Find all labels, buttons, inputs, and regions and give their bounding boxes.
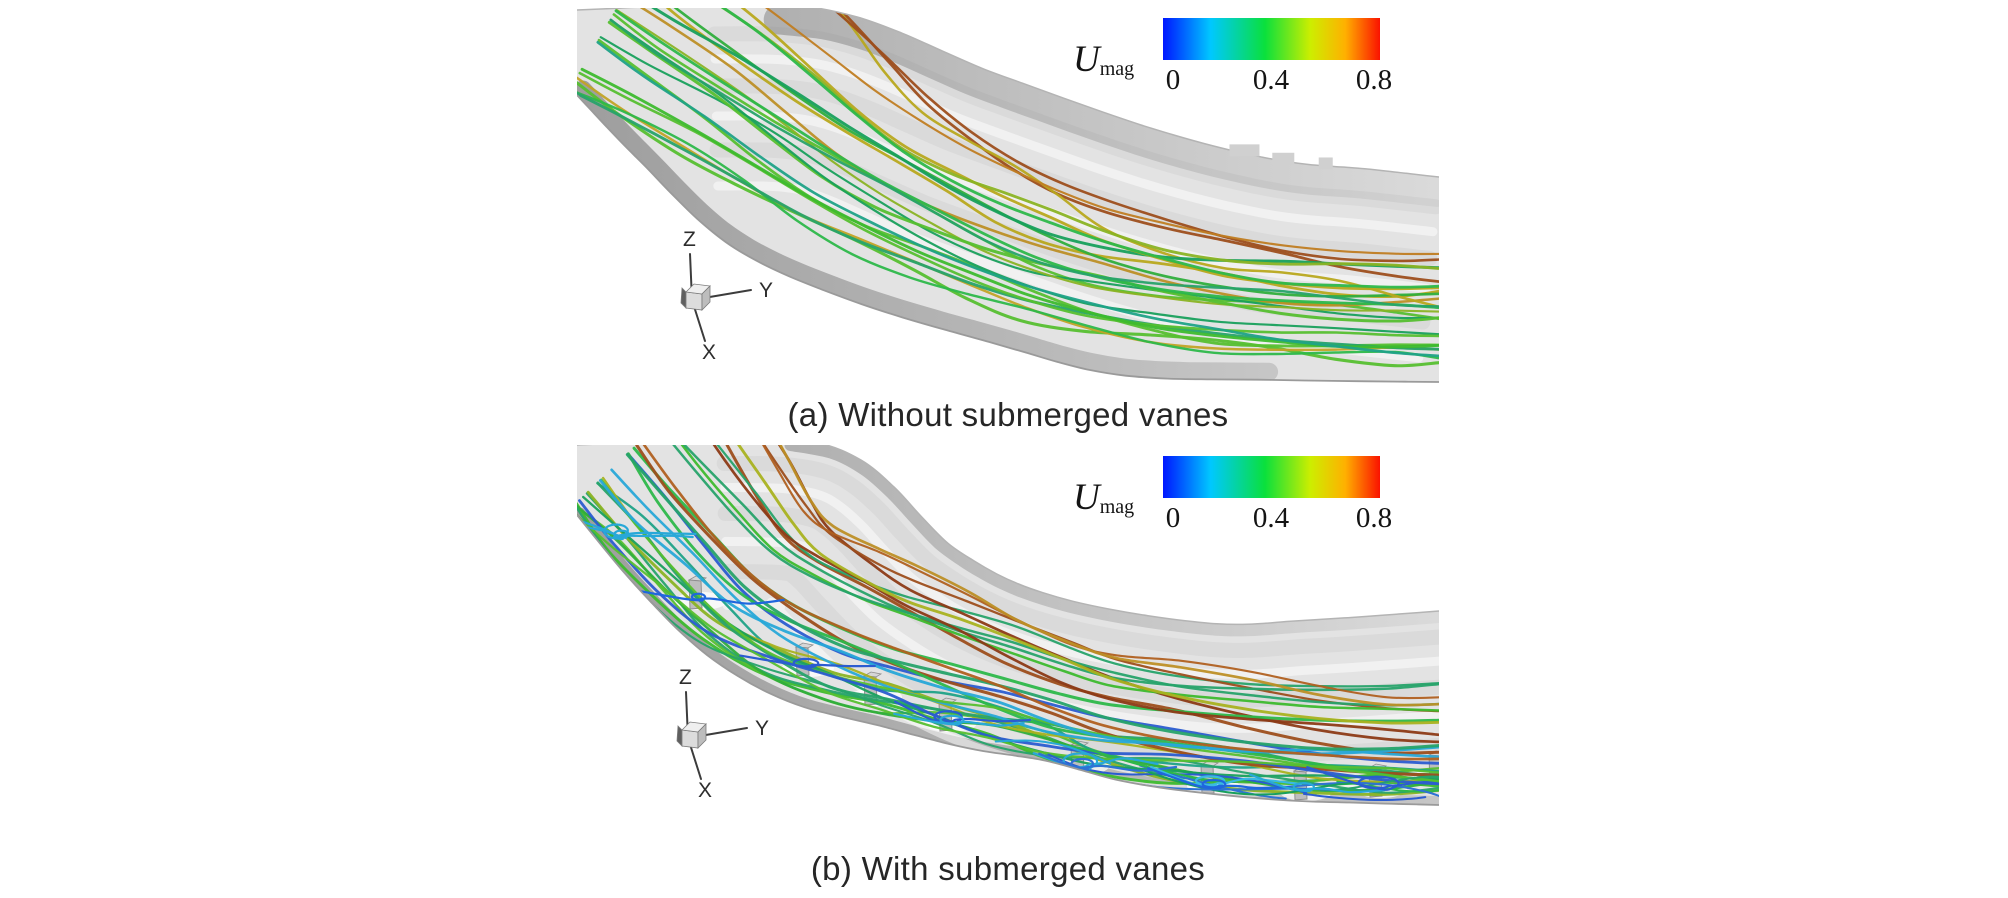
axis-label-z: Z xyxy=(683,228,696,251)
wall-notch xyxy=(1229,144,1260,157)
origin-cube-shadow xyxy=(680,287,687,309)
colorbar-tick-min: 0 xyxy=(1165,502,1181,534)
vortex-streamline xyxy=(577,522,694,540)
streamline xyxy=(626,452,1439,784)
streamline xyxy=(717,445,1439,713)
vortex-streamline xyxy=(1306,766,1439,791)
streamline xyxy=(625,8,1439,270)
colorbar-b: Umag 0 0.4 0.8 xyxy=(1035,450,1415,550)
origin-cube-side xyxy=(701,285,711,311)
surface-streak xyxy=(708,78,1438,266)
streamline xyxy=(626,452,1439,765)
panel-a-visualization xyxy=(577,8,1439,383)
streamline xyxy=(622,8,1439,307)
origin-cube-front xyxy=(681,729,699,749)
channel-outer-edge xyxy=(577,445,1439,626)
umag-subscript: mag xyxy=(1099,58,1135,81)
axis-label-y: Y xyxy=(755,717,769,740)
streamline xyxy=(577,508,1439,774)
streamline xyxy=(625,453,1439,751)
streamline xyxy=(646,8,1439,289)
colorbar-a: Umag 0 0.4 0.8 xyxy=(1035,12,1415,112)
streamline xyxy=(698,445,1439,725)
vortex-streamline xyxy=(1032,752,1159,771)
bank-vortex-filament xyxy=(1320,775,1439,792)
colorbar-title: Umag xyxy=(1073,38,1134,81)
axis-label-x: X xyxy=(702,341,716,364)
streamline xyxy=(609,18,1439,308)
surface-streak xyxy=(716,455,1439,658)
vortex-streamline xyxy=(1150,765,1302,788)
streamline xyxy=(687,8,1439,263)
umag-symbol: U xyxy=(1073,39,1100,80)
vortex-streamline xyxy=(893,700,1032,725)
streamline xyxy=(681,445,1439,688)
channel-outer-edge xyxy=(577,8,1439,178)
vortex-streamline xyxy=(739,654,876,669)
surface-streak xyxy=(710,54,1438,237)
origin-cube-shadow xyxy=(676,725,683,747)
streamline xyxy=(656,445,1439,707)
colorbar-gradient-bar xyxy=(1163,456,1380,498)
wall-notch xyxy=(1318,157,1333,170)
panel-b-visualization xyxy=(577,445,1439,806)
wall-notch xyxy=(1272,152,1295,165)
streamline xyxy=(728,445,1439,707)
axis-label-y: Y xyxy=(759,279,773,302)
streamline xyxy=(663,8,1439,256)
vortex-streamline xyxy=(1249,773,1386,794)
axis-triad-a: Z Y X xyxy=(680,228,773,364)
axis-triad-b: Z Y X xyxy=(676,666,769,802)
streamline xyxy=(580,67,1439,349)
vortex-streamline xyxy=(632,589,785,605)
bank-vortex-filament xyxy=(1064,744,1229,784)
streamline xyxy=(612,13,1439,321)
vortex-streamline xyxy=(893,712,1025,727)
surface-streak xyxy=(707,26,1439,215)
bank-vortex-filament xyxy=(1138,767,1357,796)
streamline xyxy=(633,8,1439,299)
outer-wall-band xyxy=(763,8,1439,207)
bank-vortex-filament xyxy=(1302,792,1427,801)
colorbar-tick-max: 0.8 xyxy=(1355,64,1393,96)
colorbar-tick-mid: 0.4 xyxy=(1252,502,1290,534)
axis-label-x: X xyxy=(698,779,712,802)
caption-panel-a: (a) Without submerged vanes xyxy=(787,396,1229,433)
bank-vortex-filament xyxy=(1136,783,1333,791)
streamline xyxy=(684,445,1439,737)
colorbar-tick-min: 0 xyxy=(1165,64,1181,96)
channel-inner-edge xyxy=(577,514,1439,806)
streamline xyxy=(690,8,1439,309)
origin-cube-side xyxy=(697,723,707,749)
colorbar-title: Umag xyxy=(1073,476,1134,519)
streamline xyxy=(596,40,1439,358)
streamline xyxy=(662,445,1439,712)
streamline xyxy=(577,503,1439,794)
colorbar-tick-max: 0.8 xyxy=(1355,502,1393,534)
channel-inner-edge xyxy=(577,94,1439,383)
bank-vortex-filament xyxy=(1246,781,1439,797)
streamline xyxy=(577,88,1439,360)
inner-bank-band xyxy=(577,80,1279,381)
umag-symbol: U xyxy=(1073,477,1100,518)
axis-label-z: Z xyxy=(679,666,692,689)
streamline xyxy=(600,478,1439,783)
streamline xyxy=(610,468,1439,759)
colorbar-gradient-bar xyxy=(1163,18,1380,60)
umag-subscript: mag xyxy=(1099,496,1135,519)
streamline xyxy=(640,445,1439,761)
caption-panel-b: (b) With submerged vanes xyxy=(810,850,1206,887)
streamline xyxy=(607,20,1439,323)
outer-wall-band xyxy=(784,445,1439,637)
colorbar-tick-mid: 0.4 xyxy=(1252,64,1290,96)
streamline xyxy=(614,9,1439,310)
vortex-streamline xyxy=(1146,767,1291,790)
streamline xyxy=(693,8,1439,284)
streamline xyxy=(578,499,1439,786)
origin-cube-front xyxy=(685,291,703,311)
